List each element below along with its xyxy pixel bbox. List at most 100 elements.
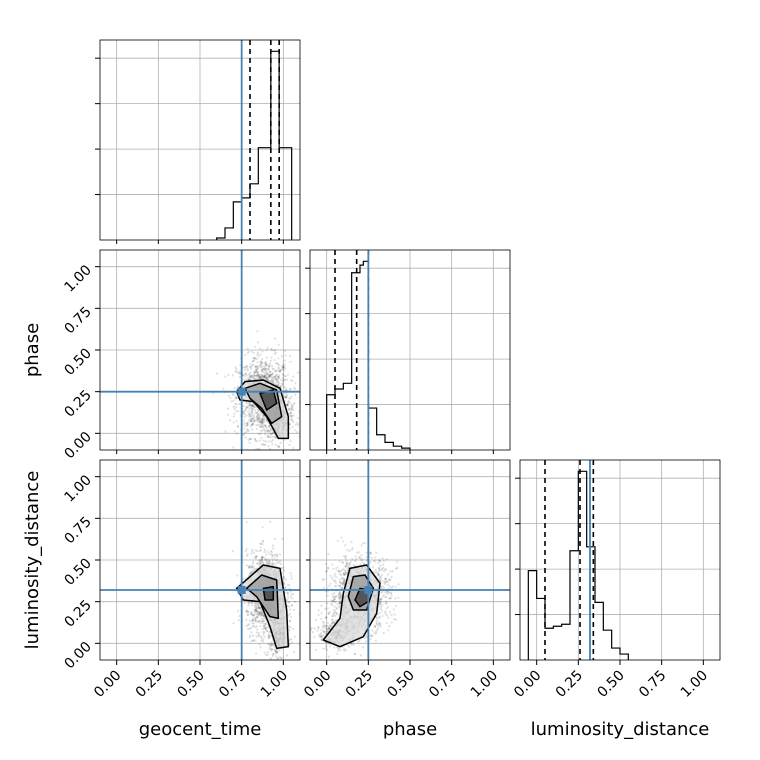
sample-point: [257, 373, 260, 376]
sample-point: [389, 570, 392, 573]
sample-point: [377, 574, 380, 577]
x-tick-label: 1.00: [468, 668, 501, 701]
sample-point: [286, 404, 289, 407]
sample-point: [379, 622, 382, 625]
sample-point: [257, 420, 260, 423]
sample-point: [249, 419, 252, 423]
sample-point: [247, 627, 250, 630]
sample-point: [262, 375, 265, 378]
sample-point: [278, 656, 282, 659]
sample-point: [262, 418, 266, 421]
sample-point: [338, 585, 342, 588]
sample-point: [376, 613, 380, 616]
sample-point: [237, 410, 240, 413]
sample-point: [256, 613, 259, 616]
sample-point: [320, 635, 323, 638]
sample-point: [385, 622, 388, 625]
sample-point: [249, 363, 252, 366]
sample-point: [254, 639, 257, 642]
sample-point: [285, 394, 288, 398]
sample-point: [266, 363, 269, 366]
sample-point: [355, 551, 359, 554]
sample-point: [374, 560, 377, 563]
sample-point: [339, 602, 342, 605]
sample-point: [251, 404, 254, 407]
sample-point: [259, 365, 262, 368]
sample-point: [333, 585, 337, 588]
sample-point: [270, 643, 273, 646]
sample-point: [379, 598, 382, 601]
sample-point: [258, 376, 261, 379]
sample-point: [245, 609, 248, 613]
sample-point: [340, 586, 343, 590]
y-tick-label: 1.00: [61, 472, 94, 505]
sample-point: [255, 620, 258, 623]
sample-point: [268, 375, 271, 378]
sample-point: [234, 397, 237, 400]
sample-point: [263, 420, 266, 423]
sample-point: [283, 395, 286, 398]
sample-point: [373, 625, 376, 628]
sample-point: [233, 386, 236, 390]
sample-point: [271, 643, 274, 647]
sample-point: [249, 366, 252, 369]
sample-point: [268, 637, 271, 640]
sample-point: [260, 375, 263, 378]
sample-point: [291, 425, 294, 428]
sample-point: [380, 609, 384, 612]
sample-point: [264, 443, 267, 446]
sample-point: [257, 416, 260, 419]
sample-point: [260, 361, 263, 364]
sample-point: [363, 637, 366, 640]
sample-point: [259, 360, 262, 363]
sample-point: [288, 584, 291, 587]
sample-point: [271, 431, 274, 434]
sample-point: [253, 437, 256, 440]
sample-point: [362, 562, 366, 565]
sample-point: [288, 620, 292, 623]
sample-point: [271, 559, 275, 562]
sample-point: [262, 375, 265, 378]
sample-point: [250, 350, 253, 353]
sample-point: [260, 617, 263, 620]
sample-point: [338, 596, 341, 600]
sample-point: [382, 570, 386, 573]
sample-point: [222, 387, 225, 390]
sample-point: [276, 553, 279, 556]
sample-point: [268, 373, 271, 376]
sample-point: [393, 613, 396, 616]
sample-point: [271, 380, 274, 383]
sample-point: [289, 418, 292, 421]
sample-point: [272, 368, 275, 371]
sample-point: [342, 571, 345, 574]
sample-point: [263, 651, 266, 654]
sample-point: [378, 616, 381, 619]
sample-point: [253, 569, 256, 572]
sample-point: [248, 402, 251, 405]
sample-point: [266, 346, 269, 349]
sample-point: [259, 432, 262, 435]
sample-point: [267, 430, 271, 433]
sample-point: [334, 600, 337, 604]
sample-point: [258, 606, 261, 610]
sample-point: [234, 370, 237, 373]
sample-point: [390, 575, 393, 579]
sample-point: [271, 563, 274, 566]
sample-point: [339, 602, 342, 605]
sample-point: [333, 610, 336, 613]
sample-point: [256, 549, 259, 553]
sample-point: [259, 561, 262, 565]
sample-point: [247, 566, 251, 569]
sample-point: [258, 420, 261, 423]
sample-point: [250, 631, 253, 634]
sample-point: [257, 613, 260, 616]
histogram-panel-luminosity_distance: [515, 459, 721, 661]
sample-point: [261, 362, 264, 365]
sample-point: [235, 432, 238, 435]
sample-point: [389, 597, 393, 600]
sample-point: [253, 406, 256, 409]
sample-point: [261, 358, 264, 361]
sample-point: [243, 374, 246, 378]
sample-point: [253, 419, 256, 422]
sample-point: [245, 378, 248, 381]
